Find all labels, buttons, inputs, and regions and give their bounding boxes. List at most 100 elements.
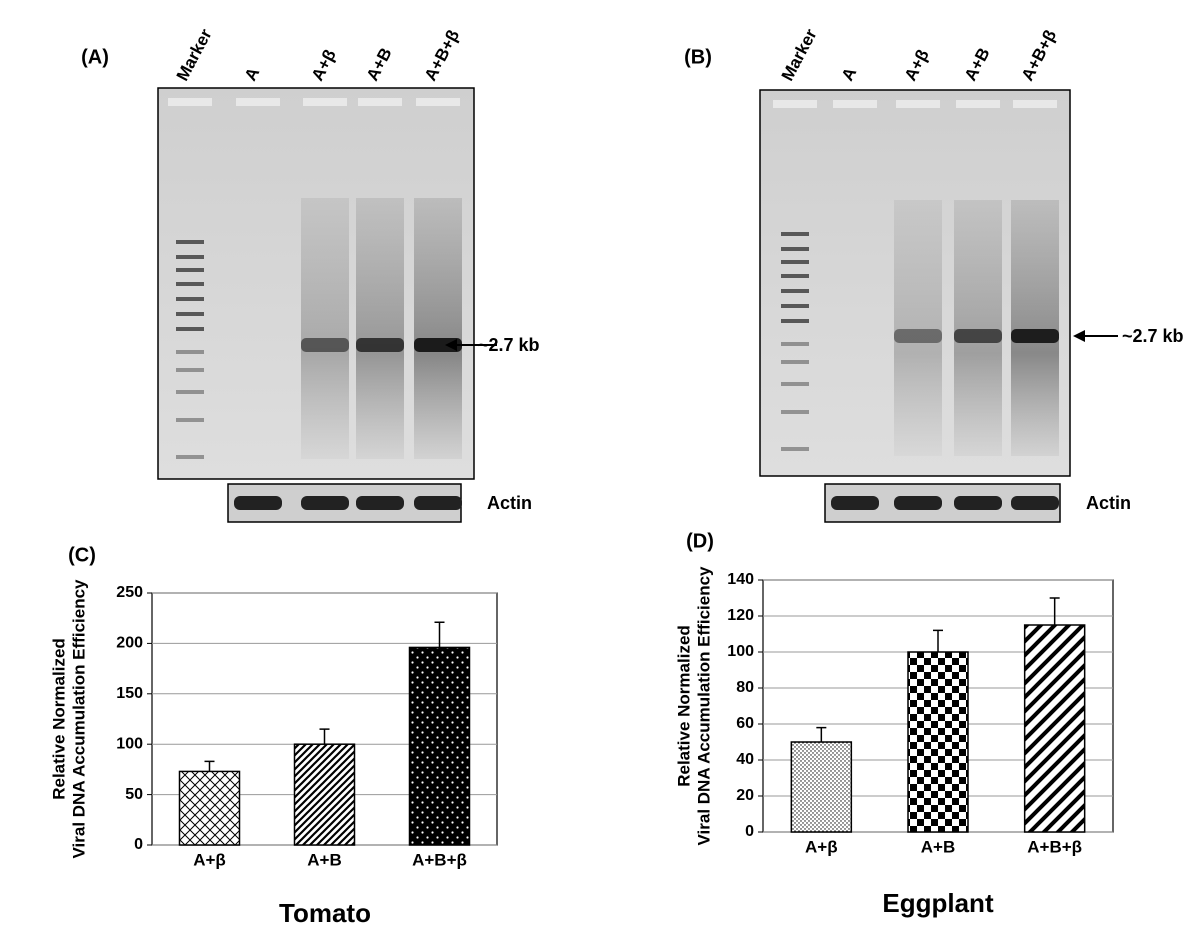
well <box>1013 100 1057 108</box>
band <box>301 338 349 352</box>
bar <box>1023 624 1086 833</box>
ladder-band <box>781 304 809 308</box>
bar <box>790 741 853 833</box>
ladder-band <box>176 268 204 272</box>
actin-band <box>301 496 349 510</box>
ladder-band <box>176 390 204 394</box>
well <box>833 100 877 108</box>
ladder-band <box>176 282 204 286</box>
x-axis-label: Tomato <box>279 898 371 928</box>
ladder-band <box>781 274 809 278</box>
lane-label: A+β <box>901 46 933 84</box>
loading-label: Actin <box>1086 493 1131 513</box>
band <box>954 329 1002 343</box>
y-tick-label: 40 <box>736 751 754 768</box>
error-bar <box>1049 597 1060 625</box>
ladder-band <box>176 312 204 316</box>
y-tick-label: 0 <box>134 836 143 853</box>
y-tick-label: 140 <box>727 571 754 588</box>
well <box>358 98 402 106</box>
band <box>414 338 462 352</box>
ladder-band <box>176 297 204 301</box>
panel-label: (C) <box>68 544 96 566</box>
well <box>168 98 212 106</box>
well <box>896 100 940 108</box>
y-tick-label: 0 <box>745 823 754 840</box>
error-bar <box>319 728 330 745</box>
panel-label: (B) <box>684 46 712 68</box>
error-bar <box>933 629 943 652</box>
y-axis-label: Relative Normalized <box>49 638 68 800</box>
y-axis-label: Viral DNA Accumulation Efficiency <box>694 566 713 846</box>
ladder-band <box>176 455 204 459</box>
bar <box>178 770 241 846</box>
ladder-band <box>781 360 809 364</box>
error-bar <box>204 760 215 772</box>
actin-band <box>234 496 282 510</box>
smear <box>954 200 1002 456</box>
band <box>356 338 404 352</box>
ladder-band <box>176 240 204 244</box>
y-tick-label: 100 <box>116 735 143 752</box>
ladder-band <box>781 342 809 346</box>
well <box>416 98 460 106</box>
ladder-band <box>781 289 809 293</box>
arrow-head <box>445 339 457 351</box>
ladder-band <box>176 368 204 372</box>
well <box>956 100 1000 108</box>
y-tick-label: 150 <box>116 685 143 702</box>
ladder-band <box>176 350 204 354</box>
lane-label: A+B+β <box>1018 27 1061 84</box>
error-bar <box>816 726 827 742</box>
actin-band <box>831 496 879 510</box>
ladder-band <box>781 382 809 386</box>
y-axis-label: Viral DNA Accumulation Efficiency <box>69 579 88 859</box>
actin-band <box>1011 496 1059 510</box>
ladder-band <box>781 319 809 323</box>
error-bar <box>434 621 445 648</box>
smear <box>414 198 462 459</box>
smear <box>356 198 404 459</box>
x-tick-label: A+β <box>805 837 838 856</box>
bar <box>408 646 471 846</box>
actin-band <box>356 496 404 510</box>
smear <box>894 200 942 456</box>
bar <box>293 743 356 846</box>
band-label: ~2.7 kb <box>1122 326 1184 346</box>
y-axis-label: Relative Normalized <box>674 625 693 787</box>
well <box>773 100 817 108</box>
x-axis-label: Eggplant <box>882 888 994 918</box>
y-tick-label: 100 <box>727 643 754 660</box>
ladder-band <box>176 255 204 259</box>
lane-label: A+β <box>308 46 340 84</box>
actin-band <box>954 496 1002 510</box>
band <box>894 329 942 343</box>
panel-label: (D) <box>686 530 714 552</box>
ladder-band <box>781 410 809 414</box>
y-tick-label: 200 <box>116 635 143 652</box>
x-tick-label: A+B <box>921 837 955 856</box>
lane-label: A+B <box>961 45 994 84</box>
x-tick-label: A+B+β <box>1027 837 1082 856</box>
ladder-band <box>781 232 809 236</box>
arrow-head <box>1073 330 1085 342</box>
x-tick-label: A+β <box>193 850 226 869</box>
panel-label: (A) <box>81 46 109 68</box>
ladder-band <box>781 260 809 264</box>
actin-band <box>894 496 942 510</box>
x-tick-label: A+B+β <box>412 850 467 869</box>
ladder-band <box>781 447 809 451</box>
ladder-band <box>176 418 204 422</box>
ladder-band <box>176 327 204 331</box>
loading-label: Actin <box>487 493 532 513</box>
x-tick-label: A+B <box>307 850 341 869</box>
lane-label: A+B+β <box>421 27 464 84</box>
y-tick-label: 120 <box>727 607 754 624</box>
lane-label: A+B <box>363 45 396 84</box>
well <box>303 98 347 106</box>
well <box>236 98 280 106</box>
lane-label: Marker <box>173 25 216 83</box>
lane-label: Marker <box>778 25 821 83</box>
